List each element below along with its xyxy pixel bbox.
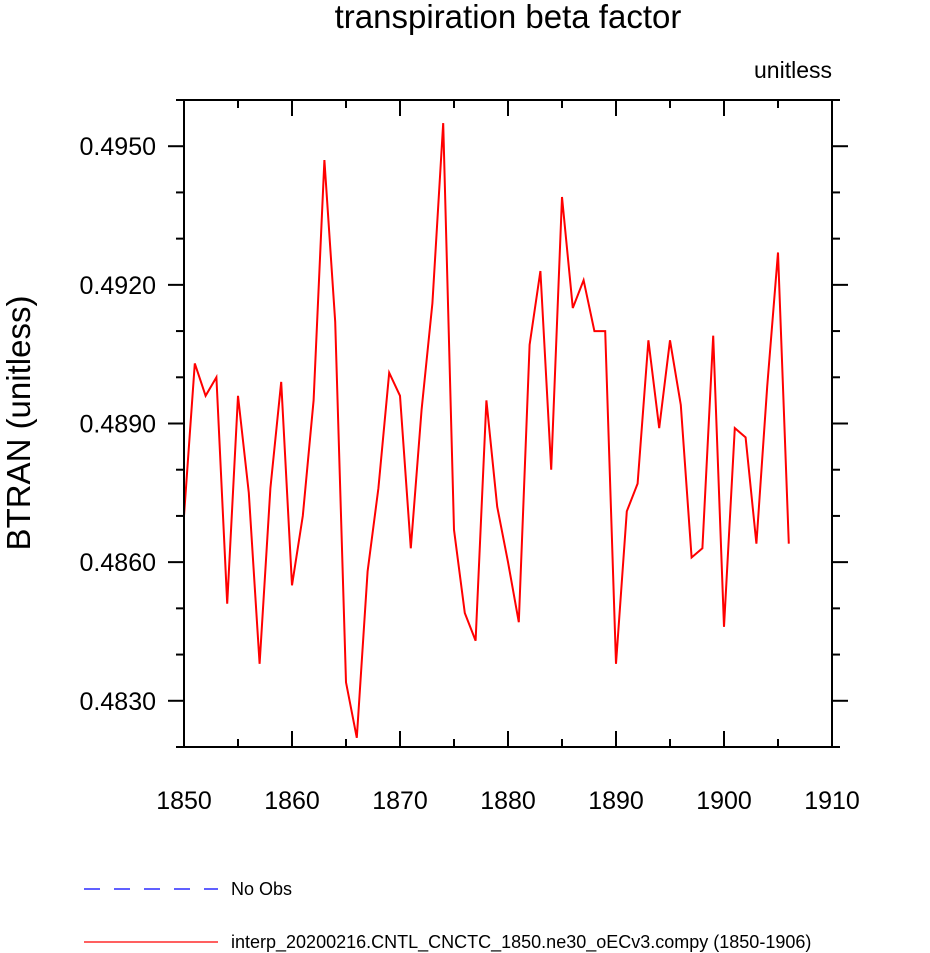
y-tick-label: 0.4920 [80,272,156,300]
tick-labels: 1850 1860 1870 1880 1890 1900 1910 0.4830 0.4860… [80,133,860,815]
y-tick-label: 0.4890 [80,411,156,439]
x-tick-label: 1850 [156,787,212,815]
y-tick-label: 0.4860 [80,549,156,577]
axis-ticks [168,99,848,748]
y-tick-label: 0.4950 [80,133,156,161]
x-tick-label: 1880 [480,787,536,815]
x-tick-label: 1900 [696,787,752,815]
legend: No Obs interp_20200216.CNTL_CNCTC_1850.ne… [84,879,811,953]
legend-label: interp_20200216.CNTL_CNCTC_1850.ne30_oEC… [231,932,811,953]
units-label: unitless [754,57,832,83]
y-tick-label: 0.4830 [80,688,156,716]
x-tick-label: 1860 [264,787,320,815]
plot-frame [183,99,833,748]
series-lines [183,123,790,738]
x-tick-label: 1870 [372,787,428,815]
chart-title: transpiration beta factor [335,0,682,35]
x-tick-label: 1890 [588,787,644,815]
y-axis-label: BTRAN (unitless) [0,296,37,551]
legend-label: No Obs [231,879,292,899]
x-tick-label: 1910 [804,787,860,815]
series-line [183,123,790,738]
